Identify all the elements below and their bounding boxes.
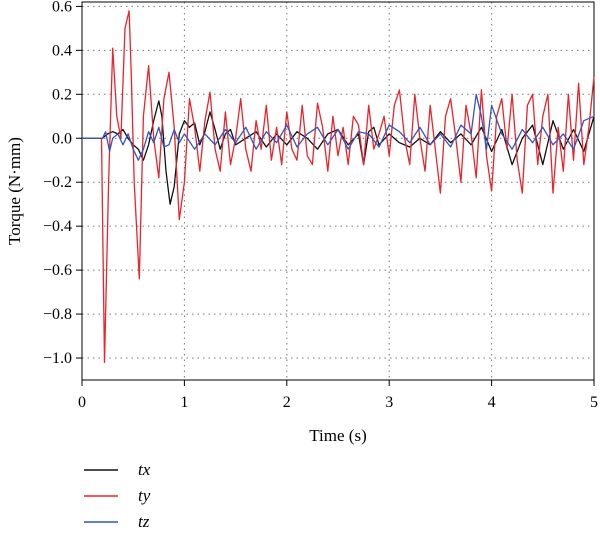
y-tick-label: −0.6 xyxy=(43,262,72,279)
y-axis-title: Torque (N·mm) xyxy=(5,137,24,245)
y-tick-label: −1.0 xyxy=(43,350,72,367)
legend-label-tx: tx xyxy=(138,460,151,479)
y-tick-label: 0.6 xyxy=(52,0,72,15)
y-tick-label: −0.2 xyxy=(43,174,72,191)
grid-lines xyxy=(82,2,594,380)
x-tick-label: 0 xyxy=(78,394,86,411)
x-tick-label: 4 xyxy=(488,394,496,411)
y-tick-label: −0.4 xyxy=(43,218,72,235)
legend: tx ty tz xyxy=(84,460,151,531)
x-tick-label: 3 xyxy=(385,394,393,411)
series-lines xyxy=(82,10,595,364)
series-line-ty xyxy=(82,10,595,364)
legend-label-ty: ty xyxy=(138,486,151,505)
y-tick-label: 0.4 xyxy=(52,42,72,59)
legend-label-tz: tz xyxy=(138,512,150,531)
plot-frame xyxy=(81,1,595,381)
y-tick-label: −0.8 xyxy=(43,306,72,323)
x-axis-title: Time (s) xyxy=(309,426,366,445)
series-line-tz xyxy=(82,93,595,161)
x-tick-label: 2 xyxy=(283,394,291,411)
axis-ticks: 0 1 2 3 4 5 −1.0 −0.8 −0.6 −0.4 −0.2 0.0 0.2 0.4 0.6 xyxy=(43,0,598,411)
x-tick-label: 1 xyxy=(180,394,188,411)
x-tick-label: 5 xyxy=(590,394,598,411)
y-tick-label: 0.0 xyxy=(52,130,72,147)
y-tick-label: 0.2 xyxy=(52,86,72,103)
